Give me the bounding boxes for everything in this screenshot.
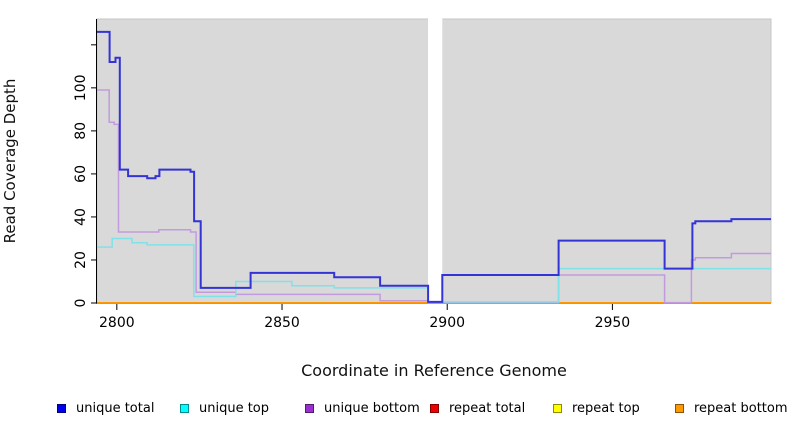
y-tick-label: 20 [73, 251, 89, 269]
legend-label: unique total [76, 400, 155, 416]
legend-swatch-icon [57, 403, 66, 413]
legend-label: unique bottom [324, 400, 420, 416]
x-tick-label: 2900 [429, 315, 465, 331]
y-tick-label: 100 [73, 74, 89, 101]
y-tick-label: 80 [73, 122, 89, 140]
legend: unique total unique top unique bottom repea… [0, 398, 792, 422]
legend-item-unique-top: unique top [180, 398, 269, 418]
legend-item-repeat-top: repeat top [553, 398, 640, 418]
legend-swatch-icon [305, 403, 314, 413]
coverage-gap-band [428, 18, 443, 304]
legend-label: repeat total [449, 400, 526, 416]
y-axis-label: Read Coverage Depth [1, 78, 19, 244]
legend-item-repeat-total: repeat total [430, 398, 525, 418]
x-tick-label: 2950 [595, 315, 631, 331]
legend-swatch-icon [553, 403, 562, 413]
y-tick-label: 60 [73, 165, 89, 183]
legend-swatch-icon [430, 403, 439, 413]
y-tick-label: 40 [73, 208, 89, 226]
y-tick-label: 0 [73, 299, 89, 308]
legend-item-repeat-bottom: repeat bottom [675, 398, 788, 418]
series-unique-total [97, 30, 771, 303]
x-tick-label: 2800 [99, 315, 135, 331]
legend-label: unique top [199, 400, 270, 416]
legend-swatch-icon [180, 403, 189, 413]
legend-label: repeat bottom [694, 400, 788, 416]
x-tick-label: 2850 [264, 315, 300, 331]
x-axis-label: Coordinate in Reference Genome [301, 361, 567, 380]
legend-label: repeat top [572, 400, 640, 416]
legend-swatch-icon [675, 403, 684, 413]
legend-item-unique-bottom: unique bottom [305, 398, 420, 418]
legend-item-unique-total: unique total [57, 398, 154, 418]
